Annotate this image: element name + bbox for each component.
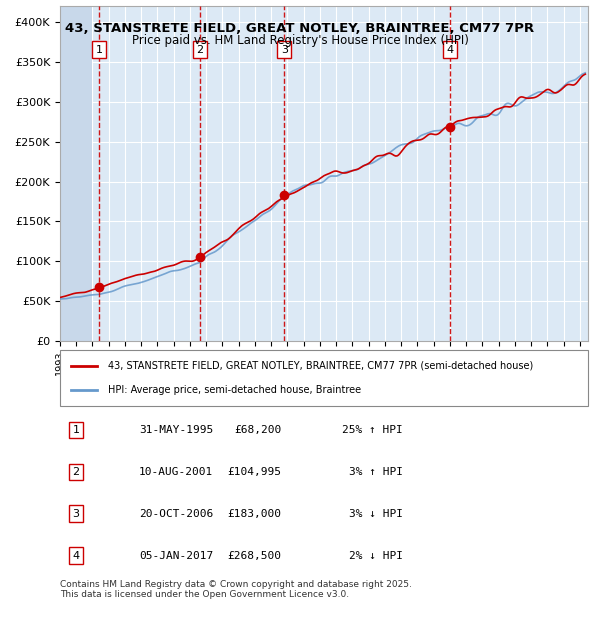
Text: 2% ↓ HPI: 2% ↓ HPI — [349, 551, 403, 560]
Text: 1: 1 — [73, 425, 79, 435]
Text: 3% ↑ HPI: 3% ↑ HPI — [349, 467, 403, 477]
Text: 4: 4 — [446, 45, 454, 55]
Text: £268,500: £268,500 — [228, 551, 282, 560]
Text: 43, STANSTRETE FIELD, GREAT NOTLEY, BRAINTREE, CM77 7PR (semi-detached house): 43, STANSTRETE FIELD, GREAT NOTLEY, BRAI… — [107, 361, 533, 371]
Text: 2: 2 — [72, 467, 79, 477]
Text: 1: 1 — [95, 45, 103, 55]
Text: £183,000: £183,000 — [228, 509, 282, 519]
Text: HPI: Average price, semi-detached house, Braintree: HPI: Average price, semi-detached house,… — [107, 386, 361, 396]
Text: £68,200: £68,200 — [235, 425, 282, 435]
Text: 2: 2 — [196, 45, 203, 55]
Text: 43, STANSTRETE FIELD, GREAT NOTLEY, BRAINTREE, CM77 7PR: 43, STANSTRETE FIELD, GREAT NOTLEY, BRAI… — [65, 22, 535, 35]
Text: 10-AUG-2001: 10-AUG-2001 — [139, 467, 214, 477]
Text: £104,995: £104,995 — [228, 467, 282, 477]
Text: 4: 4 — [72, 551, 79, 560]
Text: 31-MAY-1995: 31-MAY-1995 — [139, 425, 214, 435]
Text: Contains HM Land Registry data © Crown copyright and database right 2025.
This d: Contains HM Land Registry data © Crown c… — [60, 580, 412, 599]
Text: 3: 3 — [281, 45, 287, 55]
Text: 3% ↓ HPI: 3% ↓ HPI — [349, 509, 403, 519]
Bar — [60, 6, 92, 341]
Text: Price paid vs. HM Land Registry's House Price Index (HPI): Price paid vs. HM Land Registry's House … — [131, 34, 469, 47]
Text: 20-OCT-2006: 20-OCT-2006 — [139, 509, 214, 519]
Text: 3: 3 — [73, 509, 79, 519]
Text: 25% ↑ HPI: 25% ↑ HPI — [343, 425, 403, 435]
FancyBboxPatch shape — [60, 350, 588, 406]
Text: 05-JAN-2017: 05-JAN-2017 — [139, 551, 214, 560]
